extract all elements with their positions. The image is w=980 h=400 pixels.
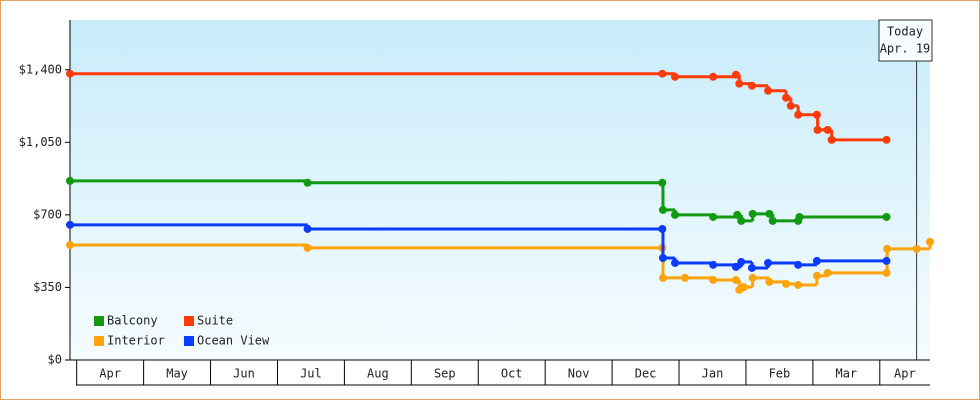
x-tick-label: Dec	[635, 367, 657, 381]
y-tick-label: $700	[33, 207, 62, 221]
point	[731, 262, 740, 271]
point	[794, 280, 803, 289]
point	[658, 69, 667, 78]
today-box	[878, 19, 933, 62]
point	[709, 212, 718, 221]
point	[812, 256, 821, 265]
point	[66, 240, 74, 249]
today-label: Today	[887, 25, 923, 39]
legend-label: Interior	[107, 334, 165, 348]
y-tick-label: $0	[48, 353, 62, 367]
x-tick-label: May	[166, 367, 188, 381]
x-tick-label: Apr	[99, 367, 121, 381]
legend-label: Suite	[197, 314, 233, 328]
legend-label: Balcony	[107, 314, 158, 328]
series	[66, 237, 934, 294]
point	[882, 256, 891, 265]
point	[658, 205, 667, 214]
point	[709, 275, 718, 284]
point	[883, 244, 892, 253]
point	[782, 279, 791, 288]
point	[731, 275, 740, 284]
point	[794, 260, 803, 269]
legend-swatch	[184, 336, 194, 346]
point	[658, 224, 667, 233]
legend-swatch	[94, 316, 104, 326]
y-tick-label: $1,400	[19, 62, 62, 76]
point	[812, 271, 821, 280]
point	[812, 110, 821, 119]
series	[66, 69, 891, 144]
point	[748, 209, 757, 218]
point	[671, 210, 680, 219]
x-tick-label: Oct	[501, 367, 523, 381]
x-tick-label: Sep	[434, 367, 456, 381]
point	[739, 283, 748, 292]
series	[66, 220, 891, 272]
series	[66, 176, 891, 225]
point	[66, 220, 74, 229]
point	[731, 70, 740, 79]
point	[671, 72, 680, 81]
point	[658, 254, 667, 262]
point	[764, 258, 773, 267]
x-tick-label: Jul	[300, 367, 322, 381]
point	[658, 178, 667, 187]
point	[823, 268, 832, 277]
point	[782, 93, 791, 102]
point	[735, 79, 744, 88]
point	[747, 81, 756, 90]
point	[748, 273, 757, 282]
point	[303, 224, 312, 233]
point	[882, 212, 891, 221]
legend-label: Ocean View	[197, 334, 270, 348]
x-tick-label: Aug	[367, 367, 389, 381]
x-tick-label: Jun	[233, 367, 255, 381]
point	[912, 244, 921, 253]
x-tick-label: Feb	[769, 367, 791, 381]
point	[764, 86, 773, 95]
y-tick-label: $350	[33, 280, 62, 294]
point	[882, 268, 891, 277]
point	[303, 243, 312, 252]
point	[823, 125, 832, 134]
point	[795, 212, 804, 221]
point	[733, 210, 742, 219]
point	[926, 237, 934, 246]
x-tick-label: Jan	[702, 367, 724, 381]
point	[671, 258, 680, 267]
legend-swatch	[184, 316, 194, 326]
point	[658, 273, 667, 282]
y-tick-label: $1,050	[19, 135, 62, 149]
point	[813, 125, 822, 134]
legend-swatch	[94, 336, 104, 346]
point	[737, 216, 746, 225]
x-tick-label: Apr	[894, 367, 916, 381]
point	[765, 209, 774, 218]
x-tick-label: Nov	[568, 367, 590, 381]
point	[66, 69, 74, 78]
point	[737, 257, 746, 266]
point	[882, 135, 891, 144]
point	[709, 72, 718, 81]
today-label: Apr. 19	[880, 42, 931, 56]
point	[303, 178, 312, 187]
x-tick-label: Mar	[835, 367, 857, 381]
point	[794, 110, 803, 119]
point	[786, 101, 795, 110]
plot-background	[70, 20, 930, 360]
point	[66, 176, 74, 185]
point	[768, 216, 777, 225]
point	[709, 260, 718, 269]
point	[765, 277, 774, 286]
point	[827, 135, 836, 144]
point	[747, 263, 756, 272]
point	[681, 273, 690, 282]
